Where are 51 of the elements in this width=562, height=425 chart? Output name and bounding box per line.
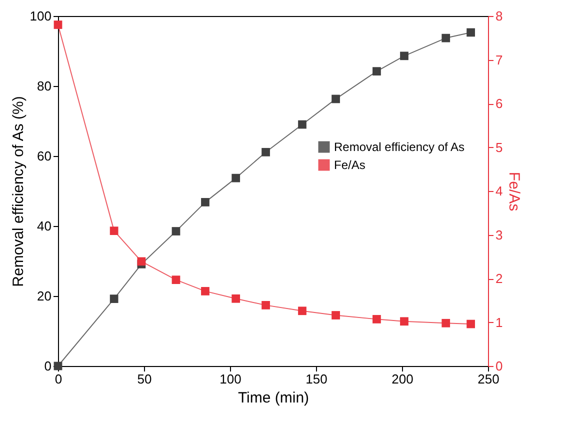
- y-tick-label: 60: [37, 148, 52, 164]
- point: [201, 198, 210, 206]
- point: [372, 315, 381, 324]
- point: [400, 317, 408, 326]
- y2-tick-label: 5: [496, 140, 503, 155]
- point: [232, 174, 240, 182]
- x-axis-title: Time (min): [238, 390, 310, 406]
- y-tick-label: 80: [37, 78, 52, 94]
- x-tick-label: 150: [306, 372, 328, 386]
- y2-tick-label: 4: [496, 184, 503, 198]
- y2-axis-title: Fe/As: [506, 172, 523, 212]
- point: [332, 311, 340, 320]
- point: [442, 318, 450, 328]
- y2-tick-label: 3: [496, 227, 503, 242]
- x-tick-label: 250: [478, 372, 500, 386]
- point: [466, 28, 475, 37]
- point: [232, 294, 240, 303]
- point: [172, 227, 180, 236]
- point: [137, 257, 146, 266]
- y2-tick-label: 7: [496, 52, 503, 68]
- point: [332, 94, 340, 104]
- point: [298, 306, 306, 316]
- y-tick-label: 40: [37, 218, 52, 234]
- y-tick-label: 20: [37, 288, 52, 304]
- y2-tick-label: 8: [496, 8, 503, 24]
- y2-tick-label: 2: [496, 271, 503, 286]
- x-tick-label: 100: [220, 372, 242, 386]
- y-axis-title: Removal efficiency of As (%): [10, 96, 27, 287]
- point: [110, 294, 118, 303]
- y2-tick-label: 6: [496, 96, 503, 111]
- point: [172, 276, 180, 284]
- y2-tick-label: 1: [496, 314, 503, 330]
- point: [466, 320, 475, 328]
- point: [262, 148, 270, 156]
- point: [54, 20, 62, 29]
- point: [262, 301, 270, 310]
- point: [298, 120, 306, 129]
- point: [54, 362, 62, 370]
- y2-tick-label: 0: [496, 358, 503, 374]
- point: [110, 226, 118, 235]
- point: [201, 287, 210, 296]
- y-tick-label: 100: [30, 8, 52, 24]
- point: [442, 34, 450, 42]
- point: [372, 67, 381, 76]
- legend-label: Removal efficiency of As: [334, 140, 465, 154]
- y-tick-label: 0: [44, 358, 52, 374]
- point: [400, 52, 408, 60]
- legend-label: Fe/As: [334, 158, 366, 172]
- x-tick-label: 50: [137, 372, 152, 386]
- x-tick-label: 0: [54, 372, 62, 386]
- x-tick-label: 200: [392, 372, 414, 386]
